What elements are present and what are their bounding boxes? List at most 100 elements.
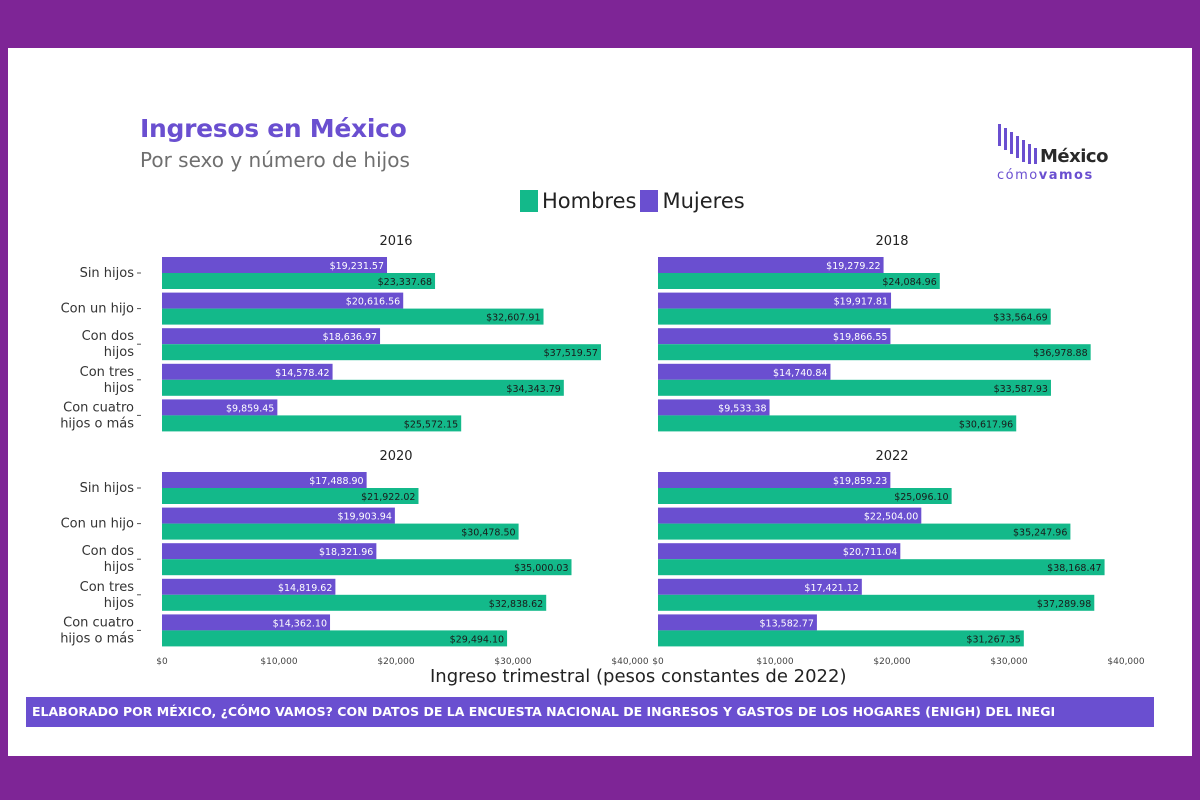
data-label-mujeres-2022-4: $13,582.77 [760,618,814,629]
bar-hombres-2020-4 [162,630,508,647]
data-label-mujeres-2022-1: $22,504.00 [864,512,918,523]
data-label-hombres-2022-1: $35,247.96 [1013,528,1067,539]
data-label-mujeres-2020-1: $19,903.94 [337,512,391,523]
category-label-2016-2-1: hijos [104,345,134,360]
bar-hombres-2016-3 [162,379,564,396]
data-label-mujeres-2016-1: $20,616.56 [346,297,400,308]
data-label-mujeres-2018-3: $14,740.84 [773,368,827,379]
bar-hombres-2022-4 [658,630,1024,647]
bar-mujeres-2022-2 [658,543,901,560]
bar-hombres-2022-0 [658,488,952,504]
bar-hombres-2016-1 [162,308,544,325]
legend-label-mujeres: Mujeres [662,189,745,213]
x-tick-label-2020-3: $30,000 [494,657,531,667]
bar-mujeres-2022-4 [658,614,817,631]
data-label-hombres-2020-2: $35,000.03 [514,563,568,574]
category-label-2016-3-1: hijos [104,381,134,396]
category-label-2020-3-0: Con tres [80,580,135,595]
bar-mujeres-2018-1 [658,292,892,309]
mexico-como-vamos-logo [998,124,1037,164]
x-tick-label-2022-2: $20,000 [873,657,910,667]
data-label-hombres-2022-3: $37,289.98 [1037,599,1091,610]
category-label-2020-1-0: Con un hijo [61,517,134,532]
category-label-2016-3-0: Con tres [80,365,135,380]
data-label-hombres-2016-4: $25,572.15 [404,419,458,430]
bar-hombres-2016-0 [162,273,436,289]
panel-title-2020: 2020 [379,449,412,464]
data-label-hombres-2016-2: $37,519.57 [544,348,598,359]
category-label-2020-4-0: Con cuatro [63,615,134,630]
data-label-hombres-2020-1: $30,478.50 [461,528,515,539]
bar-mujeres-2016-4 [162,399,278,416]
category-label-2016-2-0: Con dos [82,329,135,344]
data-label-hombres-2022-2: $38,168.47 [1047,563,1101,574]
bar-hombres-2020-3 [162,594,547,611]
bar-mujeres-2022-3 [658,578,862,595]
legend-swatch-mujeres [640,190,659,212]
bar-hombres-2020-1 [162,523,519,540]
bar-hombres-2016-4 [162,415,462,432]
data-label-hombres-2022-0: $25,096.10 [894,492,948,503]
bar-hombres-2018-0 [658,273,940,289]
data-label-hombres-2018-0: $24,084.96 [882,277,936,288]
bar-hombres-2022-3 [658,594,1095,611]
bar-mujeres-2016-1 [162,292,404,309]
logo-tagline-bold: vamos [1038,168,1094,183]
legend-label-hombres: Hombres [542,189,637,213]
data-label-hombres-2020-4: $29,494.10 [450,634,504,645]
bar-mujeres-2018-2 [658,328,891,345]
data-label-mujeres-2018-1: $19,917.81 [834,297,888,308]
category-label-2016-4-0: Con cuatro [63,400,134,415]
bar-hombres-2016-2 [162,344,601,361]
category-label-2020-2-0: Con dos [82,544,135,559]
data-label-mujeres-2018-0: $19,279.22 [826,261,880,272]
bar-mujeres-2020-1 [162,507,395,524]
panel-title-2022: 2022 [875,449,908,464]
bar-mujeres-2020-3 [162,578,336,595]
bar-mujeres-2020-0 [162,472,367,488]
x-tick-label-2022-1: $10,000 [756,657,793,667]
bar-mujeres-2018-3 [658,363,831,380]
data-label-mujeres-2018-2: $19,866.55 [833,332,887,343]
category-label-2020-0-0: Sin hijos [80,481,135,496]
bar-hombres-2020-0 [162,488,419,504]
data-label-mujeres-2022-2: $20,711.04 [843,547,897,558]
data-label-mujeres-2020-0: $17,488.90 [309,476,363,487]
data-label-mujeres-2016-4: $9,859.45 [226,403,274,414]
logo-tagline-light: cómo [997,168,1039,183]
data-label-hombres-2016-1: $32,607.91 [486,313,540,324]
data-label-mujeres-2022-3: $17,421.12 [804,583,858,594]
panel-title-2016: 2016 [379,234,412,249]
x-tick-label-2022-4: $40,000 [1107,657,1144,667]
logo-tagline: cómovamos [997,168,1094,183]
bar-hombres-2022-2 [658,559,1105,576]
panel-title-2018: 2018 [875,234,908,249]
x-axis-title: Ingreso trimestral (pesos constantes de … [430,666,847,687]
bar-mujeres-2022-0 [658,472,891,488]
category-label-2020-3-1: hijos [104,596,134,611]
data-label-mujeres-2016-0: $19,231.57 [330,261,384,272]
data-label-mujeres-2020-4: $14,362.10 [273,618,327,629]
data-label-mujeres-2016-3: $14,578.42 [275,368,329,379]
source-footer: ELABORADO POR MÉXICO, ¿CÓMO VAMOS? CON D… [26,697,1154,727]
category-label-2020-2-1: hijos [104,560,134,575]
data-label-hombres-2018-1: $33,564.69 [993,313,1047,324]
data-label-mujeres-2018-4: $9,533.38 [718,403,766,414]
bar-hombres-2018-3 [658,379,1051,396]
legend-item-hombres: Hombres [520,189,636,213]
data-label-hombres-2016-3: $34,343.79 [506,384,560,395]
bar-mujeres-2016-2 [162,328,381,345]
page-title: Ingresos en México [140,114,407,143]
x-tick-label-2022-3: $30,000 [990,657,1027,667]
x-tick-label-2020-2: $20,000 [377,657,414,667]
bar-mujeres-2020-2 [162,543,377,560]
x-tick-label-2020-4: $40,000 [611,657,648,667]
category-label-2020-4-1: hijos o más [60,631,134,646]
data-label-hombres-2018-4: $30,617.96 [959,419,1013,430]
page-subtitle: Por sexo y número de hijos [140,148,410,172]
category-label-2016-0-0: Sin hijos [80,266,135,281]
bar-hombres-2020-2 [162,559,572,576]
bar-mujeres-2022-1 [658,507,922,524]
x-tick-label-2022-0: $0 [652,657,664,667]
